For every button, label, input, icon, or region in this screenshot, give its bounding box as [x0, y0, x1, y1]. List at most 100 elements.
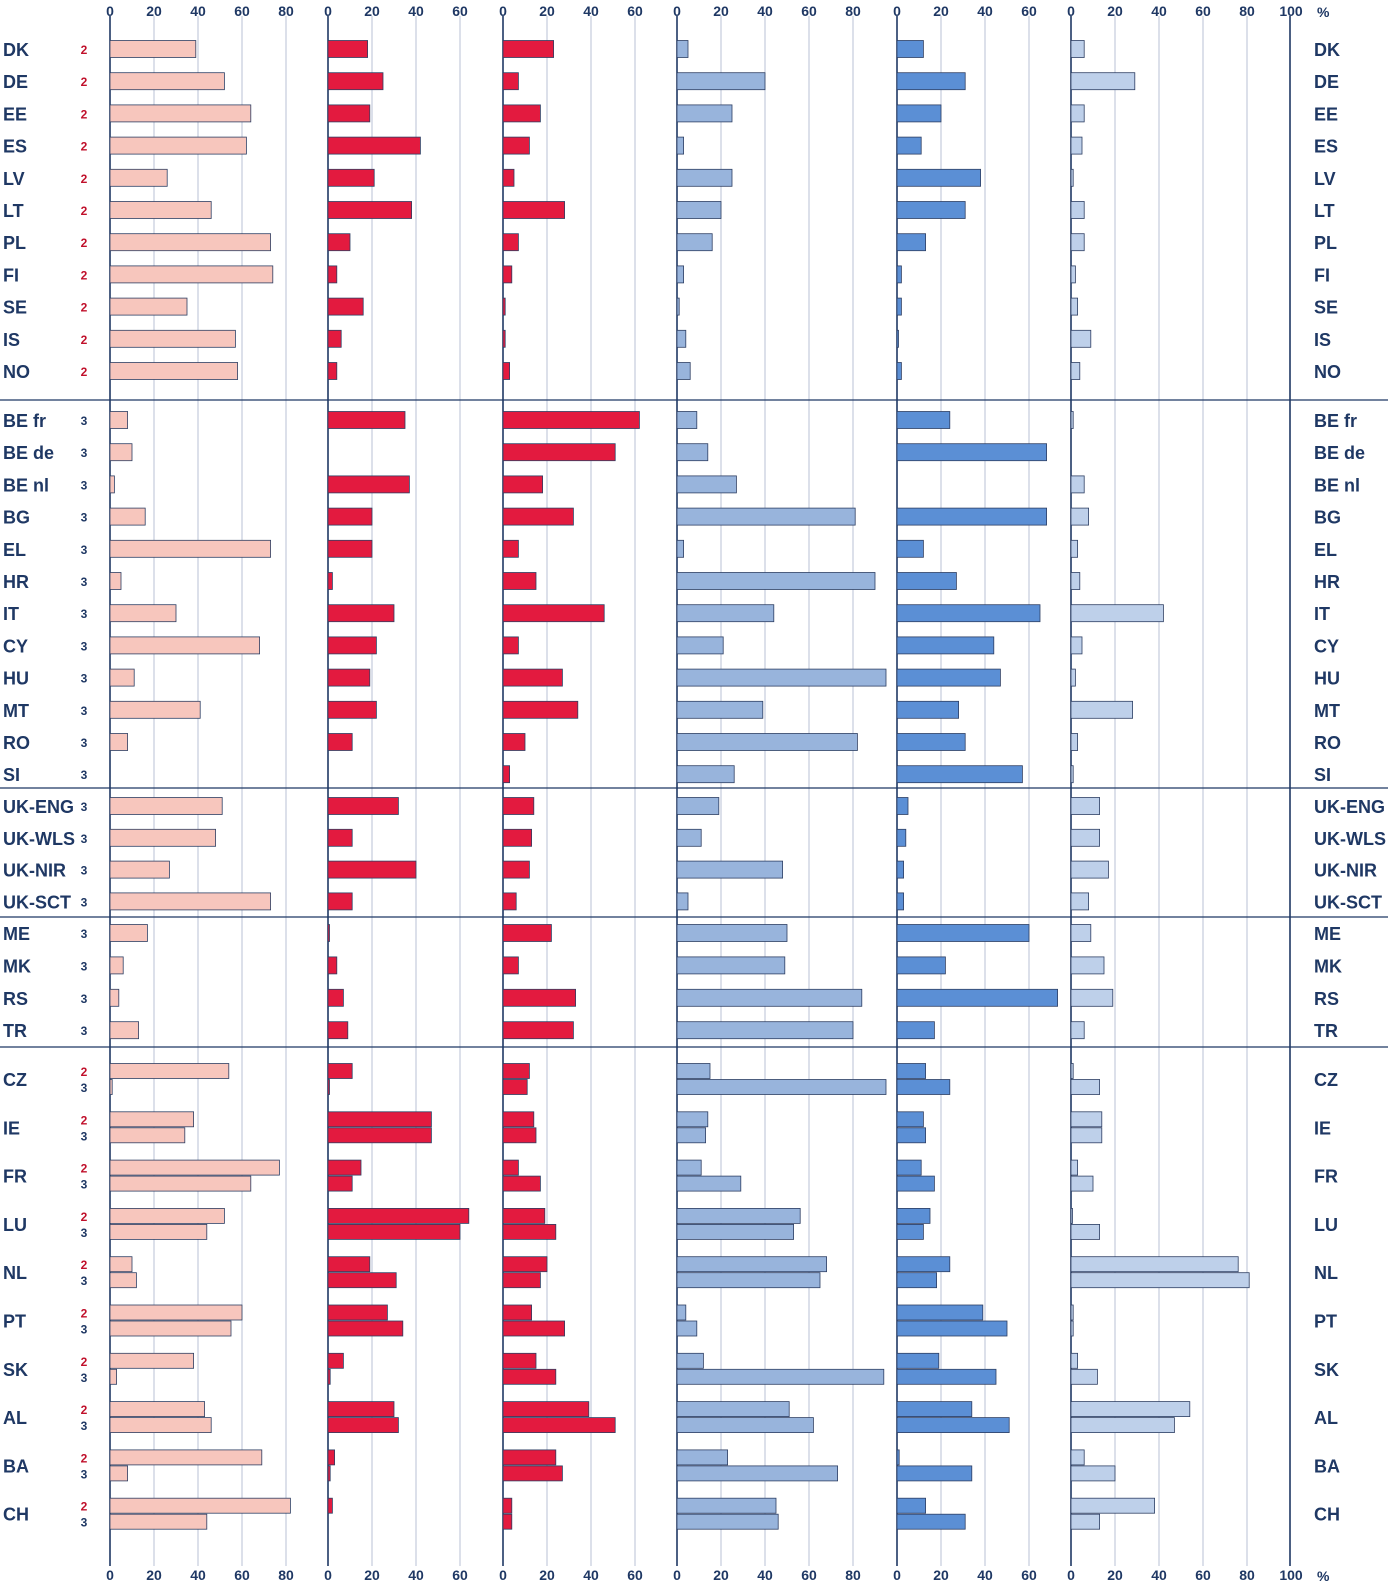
- country-label-right: HU: [1314, 669, 1340, 689]
- country-label-right: UK-NIR: [1314, 861, 1377, 881]
- tick-label-bottom: 40: [408, 1567, 424, 1583]
- bar-panel-1: [109, 168, 168, 187]
- bar-panel-3: [502, 636, 519, 655]
- level-label: 3: [81, 1226, 88, 1240]
- bar-panel-4: [676, 329, 687, 348]
- level-label: 2: [81, 268, 88, 282]
- bar-panel-1: [109, 362, 238, 380]
- country-label-right: CH: [1314, 1505, 1340, 1525]
- level-label: 3: [81, 864, 88, 878]
- bar-panel-6: [1070, 507, 1090, 526]
- tick-label-top: 40: [757, 3, 773, 19]
- level-label: 3: [81, 1081, 88, 1095]
- bar-panel-6: [1070, 1208, 1073, 1224]
- tick-label-bottom: 0: [106, 1567, 114, 1583]
- bar-panel-5: [896, 297, 902, 316]
- country-label-left: PL: [3, 233, 26, 253]
- bar-panel-1: [109, 329, 236, 348]
- tick-label-bottom: 20: [146, 1567, 162, 1583]
- country-label-left: UK-ENG: [3, 797, 74, 817]
- bar-panel-1: [109, 1320, 232, 1337]
- bar-panel-2: [327, 1352, 344, 1369]
- level-label: 3: [81, 1419, 88, 1433]
- country-label-left: CY: [3, 636, 28, 656]
- bar-panel-3: [502, 828, 533, 847]
- bar-panel-4: [676, 168, 733, 187]
- bar-panel-3: [502, 1513, 513, 1530]
- bar-panel-5: [896, 604, 1041, 623]
- tick-label-bottom: 60: [1021, 1567, 1037, 1583]
- level-label: 3: [81, 1024, 88, 1038]
- tick-label-top: 0: [893, 3, 901, 19]
- bar-panel-2: [327, 136, 421, 155]
- bar-panel-2: [327, 733, 353, 751]
- bar-panel-2: [327, 892, 353, 911]
- bar-panel-5: [896, 329, 899, 348]
- bar-panel-6: [1070, 733, 1078, 751]
- bar-panel-5: [896, 636, 995, 655]
- bar-panel-5: [896, 443, 1048, 462]
- tick-label-bottom: 60: [1195, 1567, 1211, 1583]
- tick-label-bottom: 20: [933, 1567, 949, 1583]
- country-label-right: DE: [1314, 72, 1339, 92]
- country-label-left: RO: [3, 733, 30, 753]
- bar-panel-6: [1070, 104, 1085, 123]
- bar-panel-6: [1070, 1159, 1078, 1176]
- level-label: 2: [81, 301, 88, 315]
- bar-panel-5: [896, 733, 966, 751]
- bar-panel-1: [109, 475, 115, 494]
- bar-panel-3: [502, 1449, 557, 1466]
- country-label-right: IT: [1314, 604, 1330, 624]
- tick-label-top: 60: [627, 3, 643, 19]
- country-label-right: LV: [1314, 169, 1336, 189]
- country-label-right: ME: [1314, 924, 1341, 944]
- bar-panel-3: [502, 1127, 537, 1144]
- bar-panel-2: [327, 475, 410, 494]
- bar-panel-5: [896, 1368, 997, 1385]
- bar-panel-3: [502, 1159, 519, 1176]
- level-label: 2: [81, 172, 88, 186]
- country-label-left: PT: [3, 1312, 26, 1332]
- bar-panel-3: [502, 1497, 513, 1514]
- tick-label-bottom: 0: [1067, 1567, 1075, 1583]
- country-label-left: IT: [3, 604, 19, 624]
- tick-label-top: 0: [673, 3, 681, 19]
- bar-panel-4: [676, 1465, 839, 1482]
- level-label: 3: [81, 639, 88, 653]
- level-label: 3: [81, 1467, 88, 1481]
- bar-panel-4: [676, 362, 691, 380]
- country-label-right: MK: [1314, 956, 1342, 976]
- bar-panel-3: [502, 604, 605, 623]
- level-label: 2: [81, 107, 88, 121]
- bar-panel-4: [676, 1127, 707, 1144]
- tick-label-bottom: 0: [893, 1567, 901, 1583]
- bar-panel-2: [327, 1417, 399, 1433]
- bar-panel-5: [896, 1449, 900, 1466]
- country-label-right: IE: [1314, 1118, 1331, 1138]
- bar-panel-5: [896, 1111, 924, 1128]
- level-label: 2: [81, 1065, 88, 1079]
- country-label-left: UK-SCT: [3, 892, 71, 912]
- bar-panel-4: [676, 988, 863, 1007]
- country-label-left: LV: [3, 169, 25, 189]
- tick-label-bottom: 40: [977, 1567, 993, 1583]
- bar-panel-2: [327, 265, 338, 284]
- tick-label-top: 0: [324, 3, 332, 19]
- bar-panel-6: [1070, 1465, 1116, 1482]
- bar-panel-3: [502, 136, 530, 155]
- bar-panel-6: [1070, 475, 1085, 494]
- country-label-right: FR: [1314, 1167, 1338, 1187]
- bar-panel-2: [327, 636, 377, 655]
- country-label-right: RO: [1314, 733, 1341, 753]
- bar-panel-4: [676, 1111, 709, 1128]
- country-label-left: CZ: [3, 1070, 27, 1090]
- level-label: 3: [81, 800, 88, 814]
- bar-panel-1: [109, 668, 135, 687]
- country-label-left: EE: [3, 104, 27, 124]
- tick-label-bottom: 40: [757, 1567, 773, 1583]
- tick-label-bottom: 80: [845, 1567, 861, 1583]
- tick-label-top: 0: [499, 3, 507, 19]
- country-label-left: FI: [3, 265, 19, 285]
- bar-panel-2: [327, 329, 342, 348]
- bar-panel-6: [1070, 168, 1074, 187]
